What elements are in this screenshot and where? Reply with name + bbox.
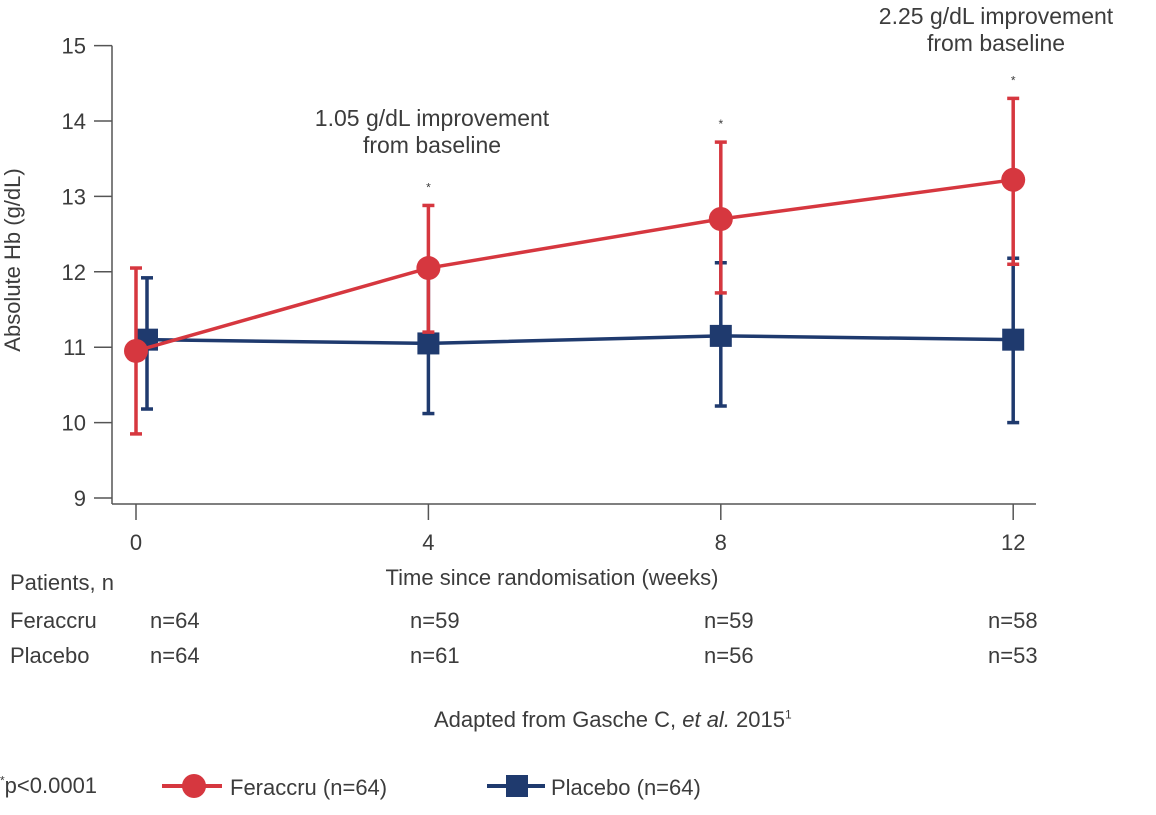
data-point bbox=[124, 338, 148, 363]
legend-marker-square-icon bbox=[487, 775, 545, 797]
legend-item-feraccru: Feraccru (n=64) bbox=[160, 769, 430, 803]
significance-star: * bbox=[426, 180, 431, 194]
y-tick-label: 11 bbox=[63, 335, 86, 360]
series-placebo bbox=[136, 256, 1025, 425]
legend-label: Feraccru (n=64) bbox=[230, 775, 388, 800]
y-tick-label: 14 bbox=[62, 109, 86, 134]
data-point bbox=[1001, 167, 1026, 192]
patients-row-label: Placebo bbox=[10, 643, 90, 668]
data-point bbox=[709, 324, 732, 347]
data-point bbox=[708, 207, 733, 232]
patients-cell: n=59 bbox=[704, 608, 754, 633]
annotation-line: from baseline bbox=[363, 132, 501, 158]
y-tick-label: 10 bbox=[62, 411, 86, 436]
patients-row-label: Feraccru bbox=[10, 608, 97, 633]
patients-cell: n=58 bbox=[988, 608, 1038, 633]
series-line bbox=[135, 178, 1014, 353]
patients-cell: n=56 bbox=[704, 643, 754, 668]
citation-ref: 1 bbox=[785, 707, 792, 722]
citation: Adapted from Gasche C, et al. 20151 bbox=[434, 707, 792, 733]
series-line bbox=[146, 334, 1014, 346]
x-tick-label: 4 bbox=[422, 530, 434, 555]
citation-italic: et al. bbox=[682, 707, 730, 732]
axes: 9 10 11 12 13 14 15 0 4 8 12 Time since randomisati… bbox=[0, 34, 1036, 590]
x-tick-label: 8 bbox=[715, 530, 727, 555]
patients-header: Patients, n bbox=[10, 570, 114, 595]
x-tick-label: 0 bbox=[130, 530, 142, 555]
patients-row-feraccru: Feraccru n=64 n=59 n=59 n=58 bbox=[0, 608, 1156, 638]
data-point bbox=[1002, 328, 1025, 351]
significance-star: * bbox=[718, 117, 723, 131]
footnote-text: p<0.0001 bbox=[4, 773, 98, 798]
x-tick-label: 12 bbox=[1001, 530, 1025, 555]
patients-row-placebo: Placebo n=64 n=61 n=56 n=53 bbox=[0, 643, 1156, 673]
pvalue-footnote: *p<0.0001 bbox=[0, 773, 97, 799]
significance-star: * bbox=[1011, 73, 1016, 87]
legend-marker-circle-icon bbox=[162, 774, 222, 798]
patients-cell: n=59 bbox=[410, 608, 460, 633]
annotation-line: 2.25 g/dL improvement bbox=[879, 3, 1114, 29]
series-layer bbox=[124, 96, 1026, 436]
patients-cell: n=61 bbox=[410, 643, 460, 668]
chart: 9 10 11 12 13 14 15 0 4 8 12 Time since randomisati… bbox=[0, 3, 1114, 590]
patients-header-row: Patients, n bbox=[0, 570, 1156, 600]
y-tick-label: 12 bbox=[62, 260, 86, 285]
legend-footer: *p<0.0001 Feraccru (n=64) Placebo (n=64) bbox=[0, 765, 1156, 805]
patients-cell: n=64 bbox=[150, 608, 200, 633]
citation-prefix: Adapted from Gasche C, bbox=[434, 707, 683, 732]
y-tick-label: 13 bbox=[62, 184, 86, 209]
legend-label: Placebo (n=64) bbox=[551, 775, 701, 800]
legend-item-placebo: Placebo (n=64) bbox=[485, 769, 745, 803]
annotation-line: 1.05 g/dL improvement bbox=[315, 105, 550, 131]
data-point bbox=[416, 256, 441, 281]
data-point bbox=[417, 332, 440, 355]
series-feraccru bbox=[124, 96, 1026, 436]
patients-cell: n=64 bbox=[150, 643, 200, 668]
patients-cell: n=53 bbox=[988, 643, 1038, 668]
annotation-line: from baseline bbox=[927, 30, 1065, 56]
y-tick-label: 9 bbox=[74, 486, 86, 511]
x-axis-label: Time since randomisation (weeks) bbox=[386, 565, 719, 590]
y-tick-label: 15 bbox=[62, 34, 86, 59]
y-axis-label: Absolute Hb (g/dL) bbox=[0, 168, 25, 351]
footnote-star: * bbox=[0, 773, 5, 788]
citation-year: 2015 bbox=[729, 707, 785, 732]
